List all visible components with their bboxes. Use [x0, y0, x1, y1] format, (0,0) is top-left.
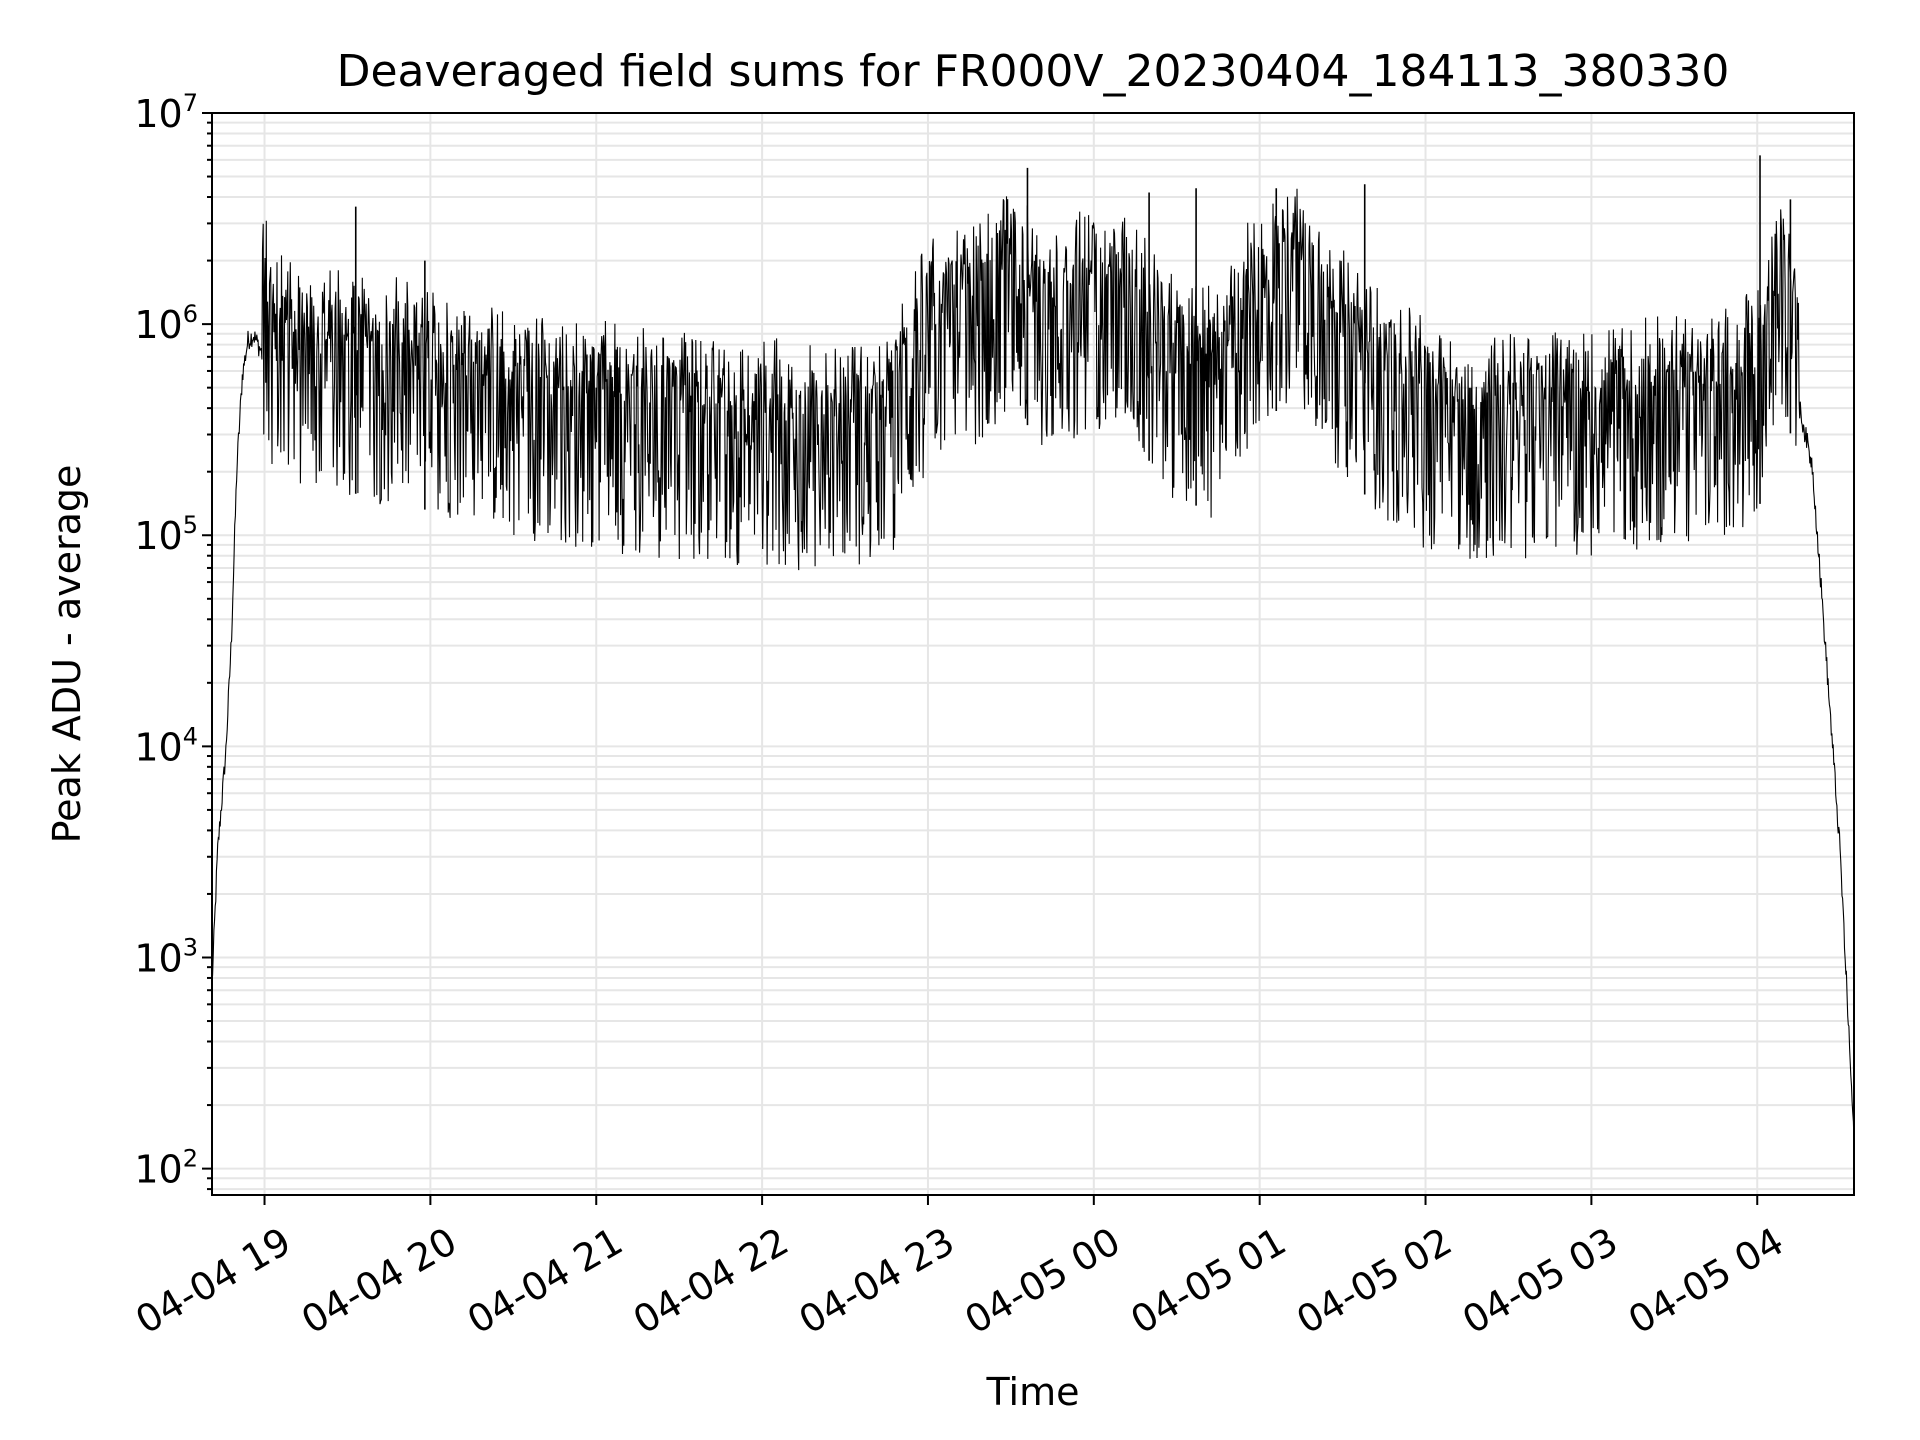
y-axis-label: Peak ADU - average [45, 465, 89, 844]
series-layer [211, 155, 1855, 1145]
y-tick-label: 104 [134, 722, 198, 769]
y-tick-exponent: 4 [183, 722, 198, 750]
y-tick-label: 103 [134, 933, 198, 980]
y-tick-label: 106 [134, 300, 198, 347]
plot-frame [211, 112, 1855, 1196]
y-tick-base: 10 [134, 936, 182, 980]
grid [212, 112, 1854, 1195]
y-tick-base: 10 [134, 1148, 182, 1192]
y-tick-label: 107 [134, 89, 198, 136]
y-tick-exponent: 2 [183, 1145, 198, 1173]
series-line [211, 188, 1855, 1145]
y-tick-label: 105 [134, 511, 198, 558]
y-tick-exponent: 5 [183, 511, 198, 539]
y-tick-label: 102 [134, 1145, 198, 1192]
y-tick-base: 10 [134, 303, 182, 347]
y-tick-base: 10 [134, 92, 182, 136]
y-tick-exponent: 6 [183, 300, 198, 328]
y-tick-exponent: 3 [183, 933, 198, 961]
chart-title: Deaveraged field sums for FR000V_2023040… [337, 46, 1730, 97]
y-tick-base: 10 [134, 514, 182, 558]
y-tick-base: 10 [134, 725, 182, 769]
x-axis-label: Time [986, 1370, 1080, 1414]
y-tick-exponent: 7 [183, 89, 198, 117]
